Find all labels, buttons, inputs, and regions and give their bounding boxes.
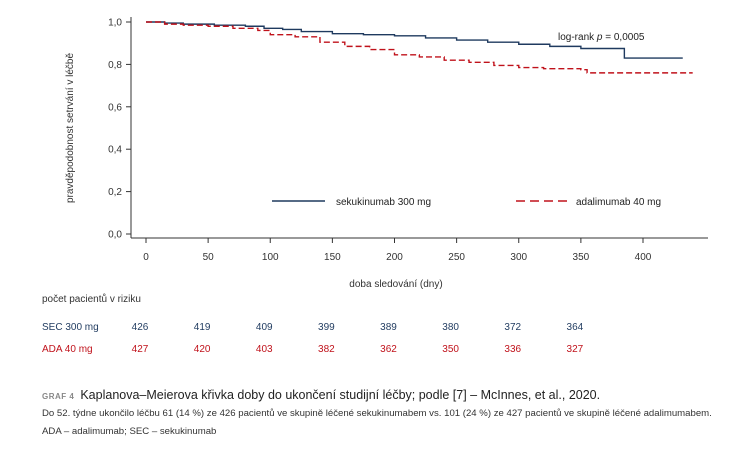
x-tick-label: 200 <box>386 252 403 263</box>
risk-row-label: SEC 300 mg <box>42 322 99 333</box>
caption-title: Kaplanova–Meierova křivka doby do ukonče… <box>80 388 601 402</box>
y-tick-label: 0,6 <box>108 102 122 113</box>
caption-body: Do 52. týdne ukončilo léčbu 61 (14 %) ze… <box>42 408 712 419</box>
risk-value: 350 <box>442 344 459 355</box>
legend-label-sec: sekukinumab 300 mg <box>336 197 431 208</box>
risk-value: 380 <box>442 322 459 333</box>
x-tick-label: 350 <box>573 252 590 263</box>
x-tick-label: 150 <box>324 252 341 263</box>
x-tick-label: 0 <box>143 252 149 263</box>
risk-table-title: počet pacientů v riziku <box>42 294 141 305</box>
risk-value: 364 <box>566 322 584 333</box>
series-layer <box>146 21 693 74</box>
annotation-p: p <box>596 32 603 43</box>
risk-value: 389 <box>380 322 397 333</box>
risk-row-ada: ADA 40 mg 427 420 403 382 362 350 336 32… <box>0 344 746 358</box>
risk-value: 372 <box>504 322 522 333</box>
x-tick-label: 300 <box>510 252 527 263</box>
risk-value: 399 <box>318 322 335 333</box>
logrank-annotation: log-rank p = 0,0005 <box>558 32 645 43</box>
risk-row-label: ADA 40 mg <box>42 344 93 355</box>
risk-value: 382 <box>318 344 335 355</box>
legend: sekukinumab 300 mg adalimumab 40 mg <box>272 197 661 208</box>
y-tick-label: 0,4 <box>108 145 122 156</box>
annotation-suffix: = 0,0005 <box>602 32 644 43</box>
series-line-sekukinumab <box>146 21 683 59</box>
risk-value: 336 <box>504 344 522 355</box>
risk-row-sec: SEC 300 mg 426 419 409 399 389 380 372 3… <box>0 322 746 336</box>
x-axis: 0 50 100 150 200 250 300 350 400 <box>131 237 708 263</box>
x-tick-label: 250 <box>448 252 465 263</box>
caption-tag: GRAF 4 <box>42 392 75 401</box>
kaplan-meier-chart: 0,0 0,2 0,4 0,6 0,8 1,0 0 50 100 150 200 250 300 350… <box>65 17 708 290</box>
risk-value: 327 <box>566 344 584 355</box>
risk-value: 403 <box>255 344 273 355</box>
legend-label-ada: adalimumab 40 mg <box>576 197 661 208</box>
risk-value: 426 <box>131 322 149 333</box>
x-tick-label: 400 <box>635 252 652 263</box>
y-tick-label: 0,8 <box>108 60 122 71</box>
y-axis-label: pravděpodobnost setrvání v léčbě <box>65 53 76 204</box>
annotation-prefix: log-rank <box>558 32 597 43</box>
risk-value: 420 <box>193 344 211 355</box>
y-axis: 0,0 0,2 0,4 0,6 0,8 1,0 <box>108 17 132 241</box>
caption-abbreviations: ADA – adalimumab; SEC – sekukinumab <box>42 426 217 437</box>
caption-heading: GRAF 4 Kaplanova–Meierova křivka doby do … <box>42 388 722 402</box>
y-tick-label: 0,2 <box>108 187 122 198</box>
y-tick-label: 0,0 <box>108 230 122 241</box>
figure-caption: GRAF 4 Kaplanova–Meierova křivka doby do … <box>42 388 722 437</box>
risk-value: 409 <box>255 322 273 333</box>
x-tick-label: 50 <box>203 252 215 263</box>
risk-value: 419 <box>193 322 211 333</box>
risk-value: 362 <box>380 344 397 355</box>
y-tick-label: 1,0 <box>108 18 122 29</box>
x-axis-label: doba sledování (dny) <box>349 279 442 290</box>
risk-value: 427 <box>131 344 149 355</box>
series-line-adalimumab <box>146 21 693 74</box>
x-tick-label: 100 <box>262 252 279 263</box>
